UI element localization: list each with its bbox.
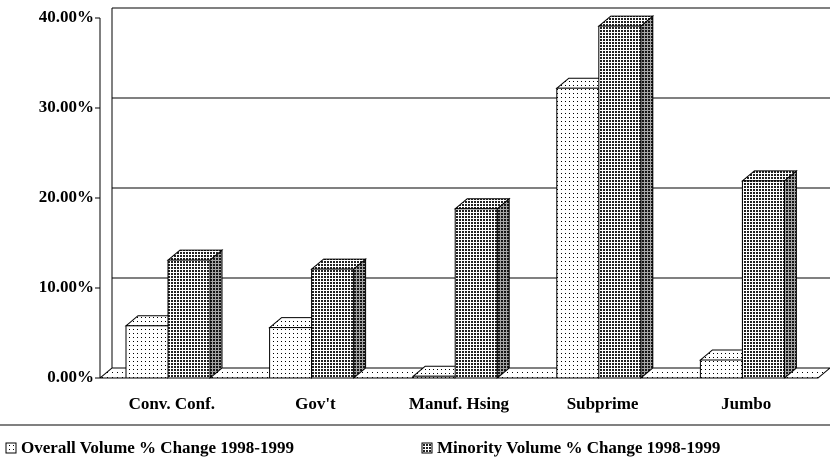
bar: [741, 180, 785, 379]
y-tick-label: 40.00%: [39, 7, 94, 26]
y-tick-label: 30.00%: [39, 97, 94, 116]
bar: [167, 259, 211, 379]
bar: [454, 208, 498, 379]
y-tick-label: 20.00%: [39, 187, 94, 206]
bar: [311, 268, 355, 379]
bar: [412, 375, 456, 379]
bar: [269, 327, 313, 379]
legend-label: Overall Volume % Change 1998-1999: [21, 438, 294, 457]
x-tick-label: Gov't: [295, 394, 336, 413]
bar-side-shade: [640, 16, 653, 378]
y-tick-label: 0.00%: [47, 367, 94, 386]
bar-side-shade: [210, 250, 222, 378]
bar: [125, 325, 169, 379]
bar-side-shade: [497, 198, 510, 378]
bar: [699, 359, 743, 379]
x-tick-label: Conv. Conf.: [129, 394, 215, 413]
legend-label: Minority Volume % Change 1998-1999: [437, 438, 720, 457]
x-tick-label: Jumbo: [721, 394, 771, 413]
legend-swatch: [421, 442, 433, 454]
bar-side-shade: [784, 170, 797, 378]
bar: [598, 25, 642, 379]
y-tick-label: 10.00%: [39, 277, 94, 296]
bar-side-shade: [353, 259, 366, 378]
legend-swatch: [5, 442, 17, 454]
x-tick-label: Manuf. Hsing: [409, 394, 510, 413]
bar: [556, 87, 600, 379]
x-tick-label: Subprime: [567, 394, 639, 413]
